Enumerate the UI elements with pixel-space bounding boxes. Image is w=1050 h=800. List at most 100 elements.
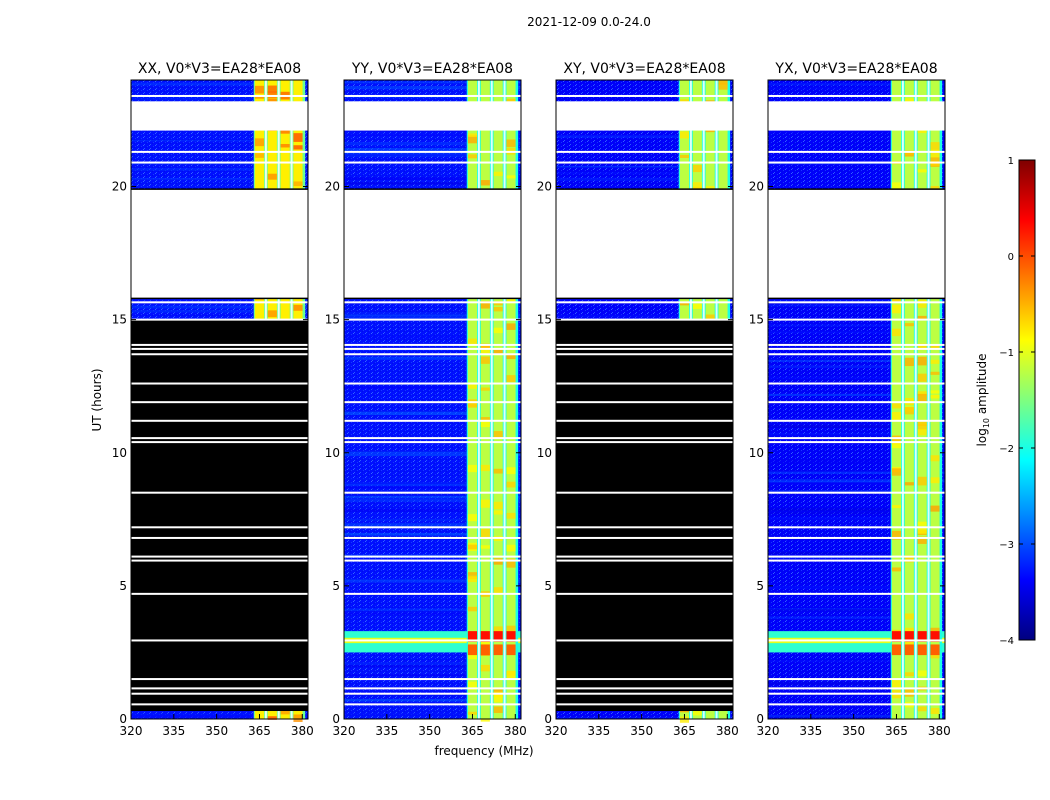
flagged-row [768,441,945,444]
panel-time-variation [556,165,733,168]
panel-time-variation [131,178,308,180]
colorbar: 10−1−2−3−4 log10 amplitude [975,156,1036,647]
rfi-hotspot [293,145,303,150]
panel-time-variation [768,376,945,380]
panel-time-variation [344,453,521,457]
panels-group: XX, V0*V3=EA28*EA08 0 5 10 15 20 320 335 350 365 3… [112,61,951,738]
panel-time-variation [344,486,521,489]
panel-time-variation [344,451,521,454]
flagged-row [344,536,521,539]
flagged-row [131,343,308,346]
rfi-hotspot [891,295,902,304]
rfi-burst [467,631,478,642]
rfi-hotspot [891,505,902,509]
x-tick-label: 380 [928,724,951,738]
panel-time-variation [344,674,521,677]
panel-time-variation [768,538,945,542]
flagged-row [768,382,945,385]
rfi-hotspot [891,530,902,540]
rfi-burst [467,644,478,656]
rfi-hotspot [692,182,702,192]
colorbar-tick-label: −4 [999,636,1014,647]
panel-time-variation [344,532,521,536]
panel-time-variation [768,433,945,436]
flagged-row [556,703,733,706]
rfi-hotspot [506,375,516,383]
flagged-row [768,592,945,595]
rfi-hotspot [930,394,940,399]
panel-time-variation [344,438,521,441]
flagged-row [556,526,733,529]
rfi-hotspot [904,687,914,697]
flagged-row [131,687,308,690]
panel-title: YY, V0*V3=EA28*EA08 [351,61,513,77]
y-tick-label: 15 [325,313,340,327]
y-tick-label: 0 [332,712,340,726]
rfi-hotspot [467,544,478,550]
rfi-hotspot [493,501,503,510]
panel-time-variation [344,608,521,611]
rfi-hotspot [493,306,503,312]
panel-time-variation [768,459,945,463]
rfi-burst [904,644,914,656]
panel-time-variation [556,177,733,181]
rfi-hotspot [467,133,478,137]
panel-time-variation [131,310,308,313]
panel-time-variation [768,160,945,163]
no-data-gap [131,101,308,131]
flagged-row [344,301,521,304]
flagged-row [131,536,308,539]
panel-time-variation [768,393,945,396]
x-tick-label: 380 [716,724,739,738]
rfi-hotspot [493,468,503,474]
flagged-row [768,639,945,642]
colorbar-tick-label: 1 [1008,156,1014,167]
flagged-row [131,94,308,97]
rfi-hotspot [930,627,940,633]
rfi-hotspot [480,718,490,722]
flagged-row [768,353,945,356]
flagged-row [344,692,521,695]
rfi-hotspot [480,356,490,364]
flagged-row [131,639,308,642]
panel-time-variation [768,130,945,134]
panel-title: XX, V0*V3=EA28*EA08 [138,61,301,77]
rfi-hotspot [891,468,902,476]
flagged-row [556,161,733,164]
rfi-burst [891,631,902,642]
panel-time-variation [768,365,945,369]
flagged-row [768,161,945,164]
flagged-row [131,401,308,404]
y-tick-label: 10 [112,446,127,460]
rfi-hotspot [692,708,702,716]
flagged-row [131,555,308,558]
flagged-row [131,526,308,529]
x-tick-label: 380 [504,724,527,738]
rfi-hotspot [904,357,914,367]
panel-time-variation [556,97,733,101]
rfi-hotspot [692,303,702,309]
flagged-row [556,491,733,494]
x-tick-label: 365 [248,724,271,738]
figure-suptitle: 2021-12-09 0.0-24.0 [527,15,651,29]
rfi-hotspot [917,526,927,534]
rfi-channel-4 [930,80,940,719]
flagged-row [768,687,945,690]
rfi-hotspot [467,514,478,522]
x-tick-label: 335 [162,724,185,738]
panel-xy: XY, V0*V3=EA28*EA08 0 5 10 15 20 320 335 350 365 3… [537,61,739,738]
channel-separator [490,80,493,719]
x-axis-label: frequency (MHz) [434,744,533,758]
panel-time-variation [344,182,521,185]
rfi-hotspot [506,323,516,330]
flagged-row [131,678,308,681]
flagged-row [768,94,945,97]
rfi-hotspot [692,165,702,173]
flagged-row [556,555,733,558]
panel-time-variation [344,133,521,137]
rfi-burst [480,644,490,656]
rfi-hotspot [506,625,516,633]
panel-time-variation [768,331,945,334]
x-tick-label: 365 [461,724,484,738]
x-tick-label: 320 [333,724,356,738]
